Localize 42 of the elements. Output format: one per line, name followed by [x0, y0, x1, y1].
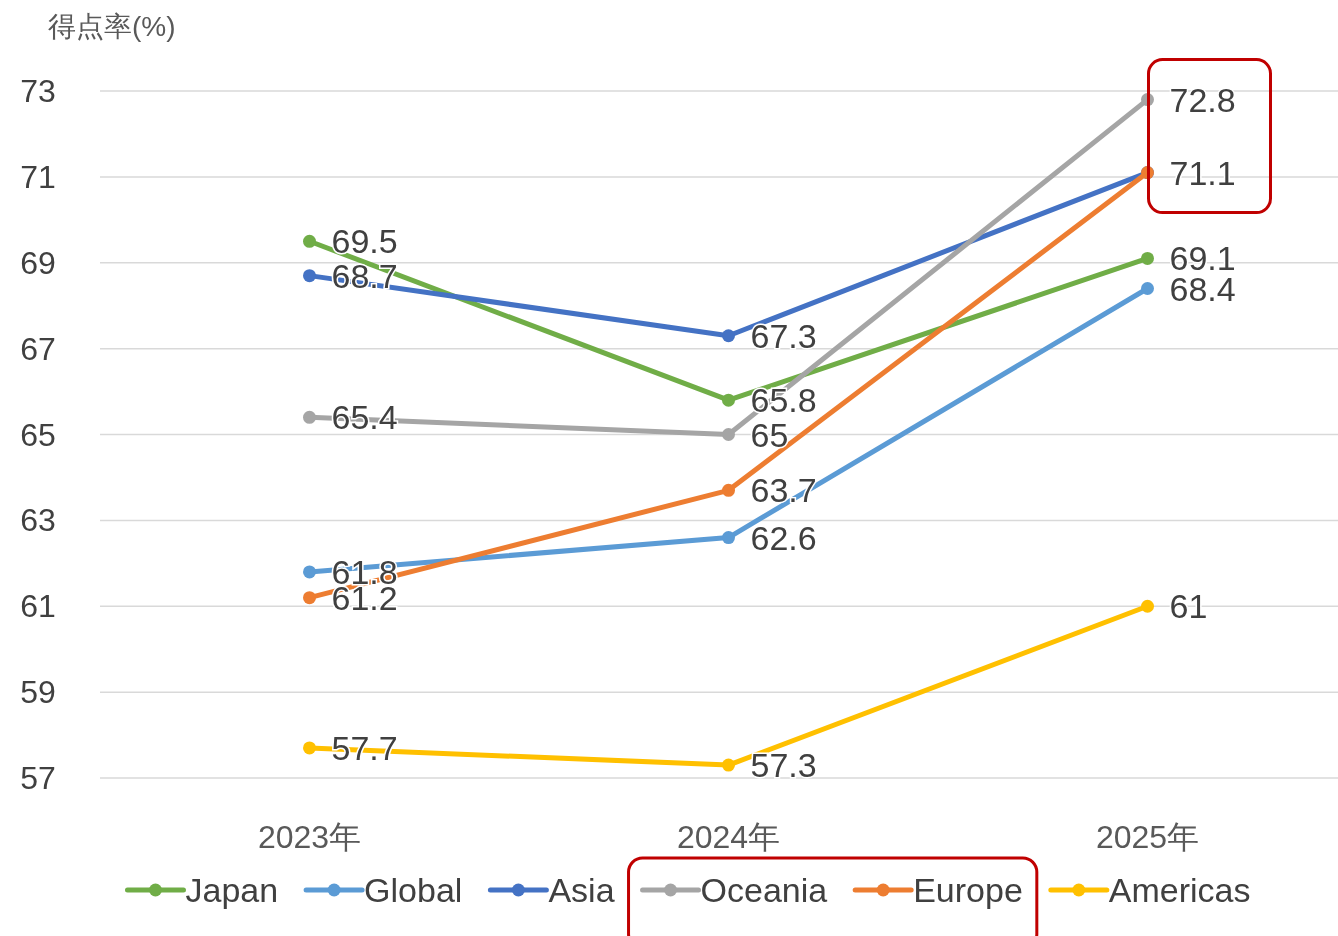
y-tick-label: 63: [20, 502, 56, 539]
data-label: 72.8: [1169, 80, 1236, 119]
legend-label: Japan: [185, 871, 279, 909]
y-tick-label: 65: [20, 416, 56, 453]
y-tick-label: 69: [20, 244, 56, 281]
y-tick-label: 57: [20, 760, 56, 796]
point: [722, 329, 735, 343]
y-axis-title: 得点率(%): [48, 11, 176, 42]
point: [303, 410, 316, 424]
point: [1141, 251, 1154, 265]
data-label: 62.6: [750, 518, 817, 557]
y-tick-label: 59: [20, 674, 56, 711]
data-label: 61: [1169, 587, 1208, 626]
legend-label: Global: [364, 871, 463, 909]
point: [722, 531, 735, 545]
x-tick-label: 2023年: [257, 819, 362, 855]
data-label: 65.4: [331, 398, 398, 437]
point: [303, 234, 316, 248]
point: [722, 758, 735, 772]
x-tick-label: 2025年: [1095, 819, 1200, 855]
point: [722, 483, 735, 497]
point: [722, 393, 735, 407]
point: [1141, 599, 1154, 613]
legend-label: Americas: [1108, 871, 1251, 909]
data-label: 57.3: [750, 746, 817, 785]
point: [1141, 282, 1154, 296]
point: [303, 591, 316, 605]
legend-label: Europe: [913, 871, 1023, 909]
x-tick-label: 2024年: [676, 819, 781, 855]
data-label: 71.1: [1169, 153, 1236, 192]
data-label: 69.5: [331, 222, 398, 261]
legend-label: Oceania: [700, 871, 828, 909]
y-tick-label: 67: [20, 330, 56, 367]
point: [303, 741, 316, 755]
point: [303, 565, 316, 579]
legend-label: Asia: [548, 871, 615, 909]
point: [303, 269, 316, 283]
y-tick-label: 73: [20, 73, 56, 109]
y-tick-label: 71: [20, 158, 56, 195]
y-tick-label: 61: [20, 588, 56, 625]
point: [722, 428, 735, 441]
data-label: 67.3: [750, 316, 817, 355]
